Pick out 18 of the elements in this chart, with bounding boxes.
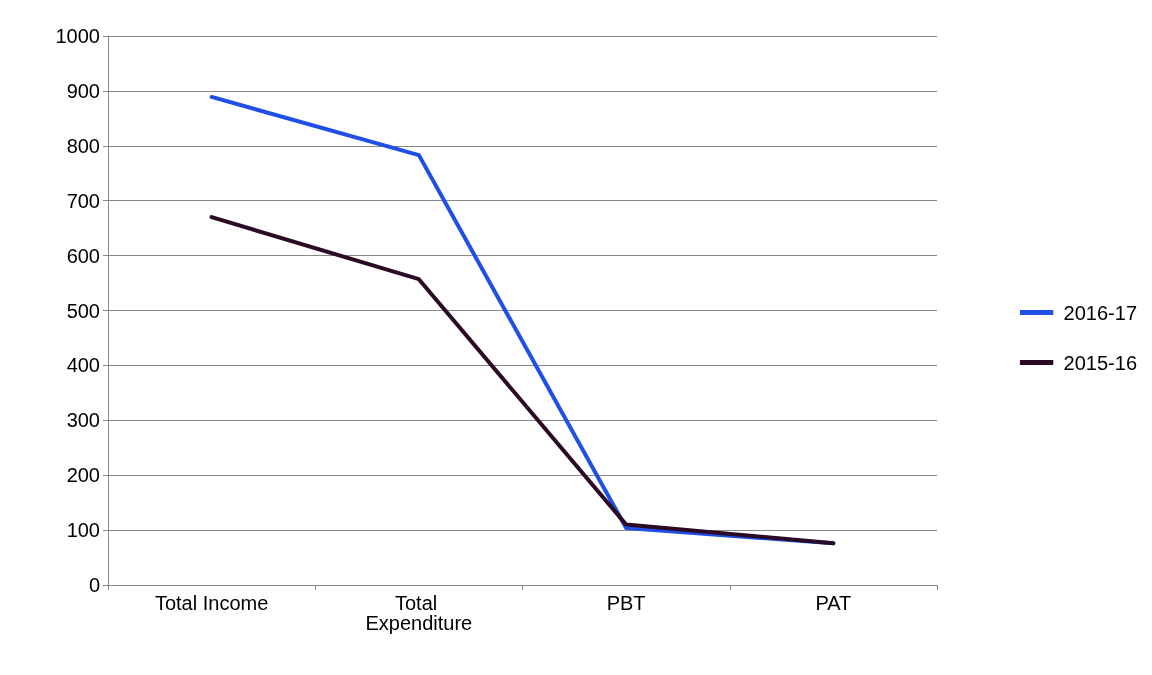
x-tick-label: PAT	[815, 592, 852, 614]
y-tick-label: 700	[66, 189, 100, 212]
legend-label: 2015-16	[1063, 351, 1138, 374]
y-tick-label: 200	[66, 464, 100, 487]
y-tick-label: 500	[66, 299, 100, 322]
y-tick-label: 600	[66, 244, 100, 267]
x-tick-label: PBT	[606, 592, 646, 614]
x-tick-label: Total Expenditure	[365, 592, 473, 634]
y-tick-label: 100	[66, 519, 100, 542]
x-tick-label: Total Income	[154, 592, 269, 614]
line-series	[209, 215, 836, 546]
y-tick-label: 300	[66, 409, 100, 432]
y-tick-label: 900	[66, 79, 100, 102]
y-tick-label: 400	[66, 354, 100, 377]
y-tick-label: 800	[66, 134, 100, 157]
y-tick-label: 1000	[55, 25, 100, 47]
legend-label: 2016-17	[1063, 301, 1138, 324]
y-tick-label: 0	[88, 574, 100, 596]
